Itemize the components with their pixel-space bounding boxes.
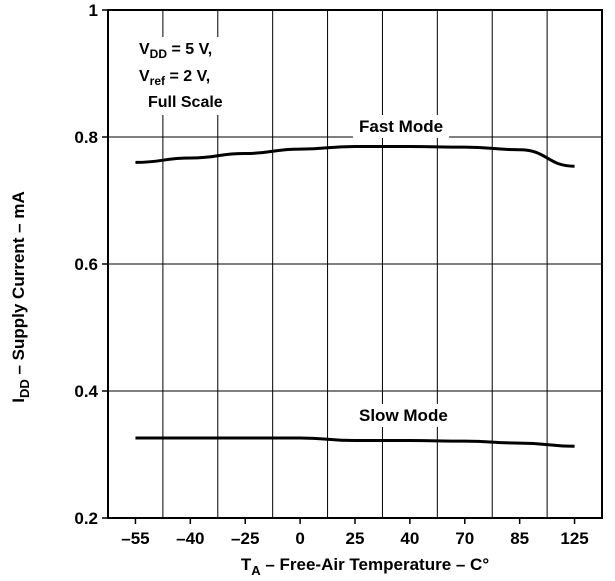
x-tick-label: 125 [560, 529, 588, 548]
series-label-background [353, 404, 454, 427]
series-label-background [353, 115, 450, 138]
condition-full-scale: Full Scale [148, 94, 223, 111]
x-axis-ticks: –55 –40 –25 0 25 40 70 85 125 [121, 518, 589, 548]
x-tick-label: –25 [231, 529, 259, 548]
x-tick-label: 0 [295, 529, 304, 548]
y-tick-label: 0.8 [74, 128, 98, 147]
conditions-annotation: VDD = 5 V, Vref = 2 V, Full Scale [131, 37, 231, 115]
x-tick-label: –55 [121, 529, 149, 548]
x-tick-label: 85 [510, 529, 529, 548]
series-label-slow-mode: Slow Mode [359, 406, 448, 425]
series-label-fast-mode: Fast Mode [359, 117, 443, 136]
y-tick-label: 0.4 [74, 382, 98, 401]
conditions-background [131, 37, 231, 115]
x-axis-title: TA – Free-Air Temperature – C° [241, 555, 489, 578]
x-tick-label: –40 [176, 529, 204, 548]
y-tick-label: 0.2 [74, 509, 98, 528]
x-tick-label: 40 [400, 529, 419, 548]
y-tick-label: 1 [89, 1, 98, 20]
condition-vdd: VDD = 5 V, [139, 41, 212, 61]
x-tick-label: 70 [455, 529, 474, 548]
condition-vref: Vref = 2 V, [139, 68, 210, 88]
y-axis-title: IDD – Supply Current – mA [9, 191, 32, 403]
series-line-slow-mode [135, 436, 575, 448]
y-axis-ticks: 0.2 0.4 0.6 0.8 1 [74, 1, 108, 528]
x-tick-label: 25 [346, 529, 365, 548]
series-line-fast-mode [135, 145, 575, 168]
series-lines [135, 145, 575, 448]
y-tick-label: 0.6 [74, 255, 98, 274]
